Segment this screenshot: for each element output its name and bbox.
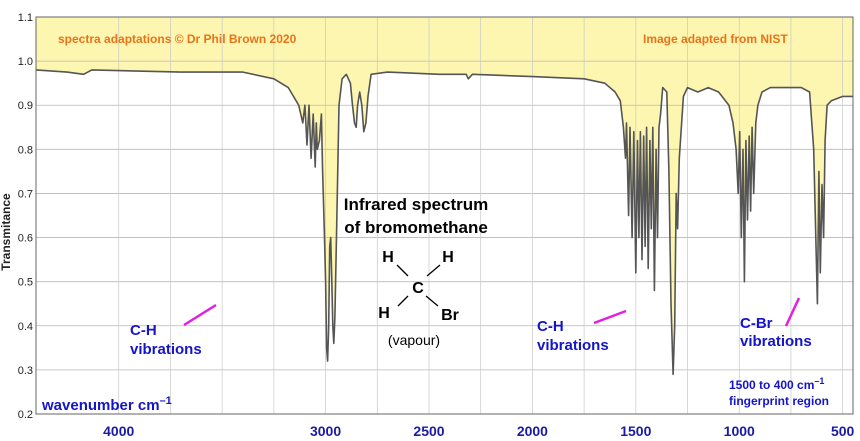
atom-bromine: Br: [441, 307, 459, 324]
ch-left-label-line1: C-H: [130, 322, 157, 339]
fingerprint-label-line2: fingerprint region: [729, 394, 829, 408]
y-tick-label: 0.2: [18, 409, 33, 421]
y-tick-label: 0.6: [18, 233, 33, 245]
absorbance-fill: [36, 17, 853, 375]
source-label: Image adapted from NIST: [643, 32, 788, 46]
y-tick-label: 0.5: [18, 277, 33, 289]
x-tick-label: 1000: [724, 423, 755, 439]
y-tick-label: 0.7: [18, 188, 33, 200]
atom-carbon: C: [412, 280, 424, 297]
x-tick-label: 3000: [310, 423, 341, 439]
cbr-pointer: [784, 297, 801, 327]
y-tick-label: 0.4: [18, 321, 33, 333]
chart-title-line2: of bromomethane: [344, 218, 488, 237]
y-tick-label: 0.9: [18, 100, 33, 112]
atom-hydrogen-top-right: H: [442, 249, 454, 266]
ch-left-label-line2: vibrations: [130, 341, 202, 358]
x-axis-label: wavenumber cm–1: [41, 395, 172, 414]
ch-mid-label-line2: vibrations: [537, 337, 609, 354]
y-tick-label: 0.8: [18, 144, 33, 156]
y-tick-label: 1.1: [18, 12, 33, 24]
x-tick-label: 2500: [413, 423, 444, 439]
cbr-label-line2: vibrations: [740, 333, 812, 350]
fingerprint-label-line1: 1500 to 400 cm–1: [729, 376, 824, 392]
chart-title-line1: Infrared spectrum: [344, 195, 489, 214]
ch-mid-label-line1: C-H: [537, 318, 564, 335]
cbr-label-line1: C-Br: [740, 315, 773, 332]
x-tick-label: 500: [831, 423, 855, 439]
molecule-diagram: C H H H Br: [378, 249, 459, 324]
x-tick-label: 4000: [103, 423, 134, 439]
plot-frame: [35, 16, 854, 415]
copyright-label: spectra adaptations © Dr Phil Brown 2020: [58, 32, 297, 46]
y-tick-label: 1.0: [18, 56, 33, 68]
atom-hydrogen-bottom-left: H: [378, 305, 390, 322]
x-tick-label: 2000: [517, 423, 548, 439]
ch-mid-pointer: [593, 309, 627, 325]
atom-hydrogen-top-left: H: [382, 249, 394, 266]
x-tick-label: 1500: [620, 423, 651, 439]
y-axis-label: Transmitance: [0, 193, 13, 271]
ch-left-pointer: [183, 303, 217, 327]
state-label: (vapour): [388, 332, 440, 348]
y-tick-label: 0.3: [18, 365, 33, 377]
spectrum-line: [35, 69, 853, 376]
